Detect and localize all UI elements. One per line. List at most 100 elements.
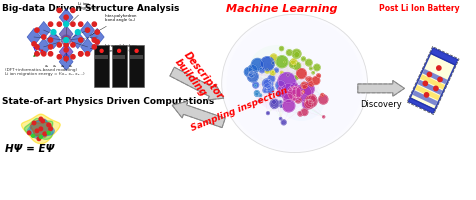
Circle shape — [307, 95, 316, 103]
Circle shape — [35, 28, 39, 32]
Circle shape — [248, 72, 254, 78]
Circle shape — [292, 49, 300, 58]
Circle shape — [268, 82, 271, 85]
Text: Descriptor
building: Descriptor building — [173, 50, 225, 108]
Polygon shape — [172, 101, 225, 128]
Circle shape — [247, 71, 258, 82]
Polygon shape — [28, 120, 53, 138]
Circle shape — [64, 22, 69, 27]
Text: HΨ = EΨ: HΨ = EΨ — [5, 144, 54, 154]
FancyBboxPatch shape — [112, 55, 125, 59]
Circle shape — [263, 83, 271, 91]
Circle shape — [291, 86, 303, 98]
FancyBboxPatch shape — [130, 55, 143, 59]
Circle shape — [57, 22, 61, 26]
Circle shape — [286, 74, 288, 76]
Text: Big-data Driven Structure Analysis: Big-data Driven Structure Analysis — [2, 4, 179, 13]
Circle shape — [316, 74, 320, 78]
Circle shape — [302, 99, 305, 102]
Text: Sampling inspection: Sampling inspection — [189, 86, 288, 133]
Circle shape — [39, 127, 42, 131]
Circle shape — [290, 59, 296, 65]
Circle shape — [282, 100, 294, 112]
Circle shape — [75, 30, 80, 35]
Polygon shape — [422, 69, 446, 84]
Text: Machine Learning: Machine Learning — [225, 4, 337, 14]
Polygon shape — [30, 121, 51, 137]
Circle shape — [422, 81, 426, 86]
Circle shape — [258, 100, 260, 102]
Text: Li ion
migration: Li ion migration — [68, 2, 98, 25]
Circle shape — [433, 86, 437, 91]
Circle shape — [279, 101, 281, 103]
Circle shape — [70, 43, 75, 47]
Circle shape — [306, 77, 308, 80]
Circle shape — [271, 100, 276, 104]
Circle shape — [254, 92, 258, 96]
Polygon shape — [29, 119, 54, 139]
Circle shape — [283, 89, 285, 91]
Circle shape — [92, 22, 96, 26]
Circle shape — [294, 76, 298, 79]
Polygon shape — [59, 25, 73, 43]
Circle shape — [279, 47, 283, 51]
Circle shape — [289, 60, 296, 68]
Circle shape — [304, 99, 313, 109]
Circle shape — [287, 86, 301, 100]
Polygon shape — [37, 21, 50, 39]
Circle shape — [100, 49, 103, 52]
Circle shape — [64, 15, 68, 19]
Circle shape — [265, 69, 268, 73]
Polygon shape — [412, 90, 436, 106]
Circle shape — [49, 38, 52, 42]
Circle shape — [92, 45, 96, 49]
Circle shape — [262, 79, 271, 88]
Text: Li ion migration energy = f(x₁, x₂, x₃...): Li ion migration energy = f(x₁, x₂, x₃..… — [5, 72, 84, 76]
Circle shape — [295, 97, 300, 103]
Text: x₄: x₄ — [68, 64, 72, 68]
Circle shape — [308, 81, 313, 86]
Circle shape — [270, 71, 274, 75]
Circle shape — [49, 22, 52, 26]
Circle shape — [276, 81, 285, 90]
Polygon shape — [59, 53, 73, 70]
Circle shape — [271, 61, 274, 65]
Circle shape — [41, 52, 46, 56]
Circle shape — [290, 83, 297, 90]
FancyBboxPatch shape — [95, 55, 108, 59]
Polygon shape — [80, 21, 94, 39]
Circle shape — [43, 132, 46, 136]
Circle shape — [64, 37, 68, 41]
Circle shape — [424, 93, 428, 97]
Ellipse shape — [273, 60, 319, 103]
Polygon shape — [416, 80, 442, 95]
Circle shape — [322, 116, 324, 118]
Polygon shape — [419, 74, 444, 90]
Circle shape — [61, 35, 71, 45]
Ellipse shape — [278, 81, 324, 121]
Circle shape — [281, 120, 286, 125]
Circle shape — [280, 84, 296, 100]
Circle shape — [32, 121, 36, 125]
Ellipse shape — [221, 14, 367, 153]
Text: State-of-art Physics Driven Computations: State-of-art Physics Driven Computations — [2, 97, 214, 106]
Circle shape — [39, 117, 42, 121]
Circle shape — [301, 109, 307, 115]
Circle shape — [95, 40, 99, 44]
Circle shape — [251, 58, 263, 71]
Circle shape — [95, 30, 99, 34]
Circle shape — [287, 87, 292, 92]
Circle shape — [280, 71, 282, 74]
Circle shape — [320, 94, 323, 97]
Circle shape — [436, 66, 440, 70]
Circle shape — [298, 112, 302, 116]
Circle shape — [437, 77, 441, 82]
Circle shape — [252, 82, 258, 88]
Circle shape — [311, 77, 319, 84]
Polygon shape — [27, 28, 41, 46]
Circle shape — [64, 57, 68, 61]
Circle shape — [79, 52, 83, 56]
Text: Inter-polyhedron
bond angle (x₄): Inter-polyhedron bond angle (x₄) — [90, 14, 137, 36]
Circle shape — [307, 100, 312, 105]
Circle shape — [31, 134, 34, 137]
